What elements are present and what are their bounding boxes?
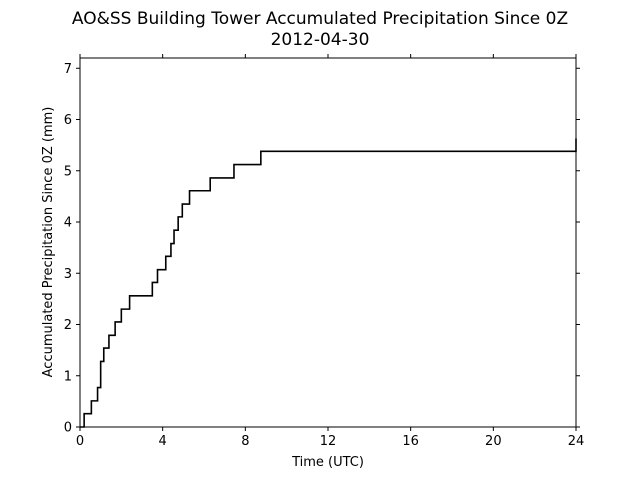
chart-subtitle: 2012-04-30 xyxy=(271,30,370,50)
y-axis-label: Accumulated Precipitation Since 0Z (mm) xyxy=(41,107,56,378)
x-axis: 0 4 8 12 16 20 24 xyxy=(76,54,584,449)
x-tick-label: 20 xyxy=(485,434,502,449)
y-tick-label: 7 xyxy=(64,62,72,77)
plot-area xyxy=(79,57,577,428)
x-tick-label: 4 xyxy=(159,434,167,449)
y-tick-label: 5 xyxy=(64,164,72,179)
plot-frame xyxy=(79,57,577,428)
x-tick-label: 0 xyxy=(76,434,84,449)
y-axis: 0 1 2 3 4 5 6 7 xyxy=(64,62,580,436)
y-tick-label: 6 xyxy=(64,113,72,128)
series-layer xyxy=(80,138,577,428)
y-tick-label: 2 xyxy=(64,318,72,333)
precipitation-series-line xyxy=(80,138,577,428)
y-tick-label: 0 xyxy=(64,421,72,436)
y-tick-label: 4 xyxy=(64,216,72,231)
chart-title: AO&SS Building Tower Accumulated Precipi… xyxy=(72,9,568,29)
x-tick-label: 16 xyxy=(402,434,419,449)
x-axis-label: Time (UTC) xyxy=(291,455,364,470)
y-tick-label: 3 xyxy=(64,267,72,282)
x-tick-label: 8 xyxy=(241,434,249,449)
x-tick-label: 12 xyxy=(320,434,337,449)
y-tick-label: 1 xyxy=(64,369,72,384)
x-tick-label: 24 xyxy=(568,434,585,449)
